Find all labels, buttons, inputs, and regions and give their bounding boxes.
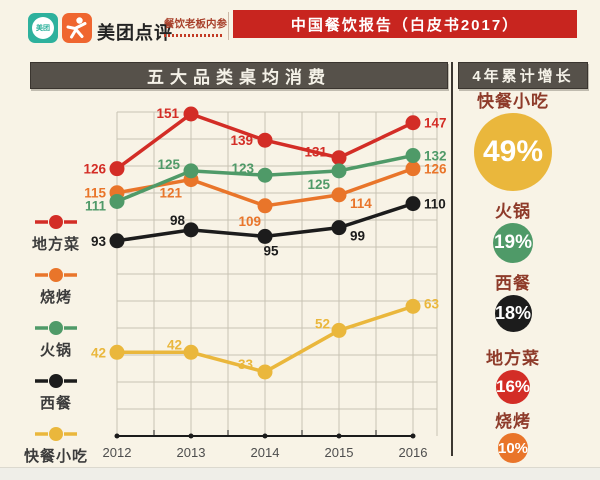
- growth-value: 18%: [494, 303, 532, 323]
- report-banner: 中国餐饮报告（白皮书2017）: [233, 10, 577, 38]
- growth-label: 烧烤: [495, 412, 531, 431]
- growth-label: 地方菜: [486, 349, 540, 368]
- growth-item-difangcai: 地方菜 16%: [452, 349, 574, 404]
- legend-item-shaokao: 烧烤: [10, 266, 102, 307]
- legend-item-kuaican: 快餐小吃: [10, 425, 102, 466]
- growth-value: 49%: [482, 135, 544, 168]
- svg-text:123: 123: [231, 161, 254, 176]
- growth-item-kuaican: 快餐小吃 49%: [452, 92, 574, 191]
- neican-title: 餐饮老板内参: [164, 19, 227, 30]
- growth-item-huoguo: 火锅 19%: [452, 202, 574, 263]
- legend-label: 火锅: [39, 342, 72, 359]
- bottom-strip: [0, 467, 600, 480]
- chart-section-title: 五大品类桌均消费: [30, 62, 448, 89]
- growth-value: 10%: [497, 439, 529, 457]
- growth-value: 19%: [493, 232, 533, 253]
- legend-label: 快餐小吃: [23, 448, 88, 465]
- svg-text:2016: 2016: [399, 445, 428, 460]
- line-marker-icon: [10, 425, 102, 443]
- svg-text:110: 110: [424, 197, 446, 212]
- dianping-logo-icon: [62, 13, 92, 43]
- svg-text:2015: 2015: [325, 445, 354, 460]
- legend-label: 地方菜: [31, 236, 80, 253]
- header-divider: [228, 12, 229, 40]
- growth-circle: 16%: [496, 370, 530, 404]
- svg-text:109: 109: [238, 214, 261, 229]
- svg-text:147: 147: [424, 116, 447, 131]
- growth-item-xican: 西餐 18%: [452, 274, 574, 332]
- legend-item-huoguo: 火锅: [10, 319, 102, 360]
- svg-text:131: 131: [304, 145, 327, 160]
- legend-item-xican: 西餐: [10, 372, 102, 413]
- svg-text:114: 114: [350, 196, 372, 211]
- growth-label: 快餐小吃: [477, 92, 549, 111]
- svg-text:115: 115: [84, 186, 106, 201]
- meituan-logo-icon: 美团: [28, 13, 58, 43]
- svg-text:125: 125: [307, 177, 330, 192]
- svg-text:125: 125: [157, 157, 180, 172]
- svg-text:132: 132: [424, 149, 447, 164]
- legend-label: 西餐: [39, 395, 72, 412]
- growth-circle: 19%: [493, 223, 533, 263]
- meituan-badge-text: 美团: [32, 17, 54, 39]
- svg-text:95: 95: [263, 243, 279, 258]
- growth-section-title: 4年累计增长: [458, 62, 588, 89]
- line-marker-icon: [10, 213, 102, 231]
- growth-label: 西餐: [495, 274, 531, 293]
- growth-circle: 18%: [494, 295, 532, 332]
- svg-text:139: 139: [230, 133, 253, 148]
- growth-item-shaokao: 烧烤 10%: [452, 412, 574, 463]
- svg-text:2012: 2012: [103, 445, 132, 460]
- svg-text:111: 111: [85, 198, 107, 213]
- svg-text:126: 126: [424, 162, 447, 177]
- svg-text:98: 98: [170, 213, 186, 228]
- section-divider: [451, 62, 453, 456]
- svg-text:2014: 2014: [251, 445, 280, 460]
- growth-circle: 49%: [474, 113, 552, 191]
- svg-text:126: 126: [83, 162, 106, 177]
- growth-label: 火锅: [495, 202, 531, 221]
- dianping-figure-icon: [66, 17, 87, 39]
- svg-text:99: 99: [350, 229, 365, 244]
- svg-text:33: 33: [238, 357, 254, 372]
- neican-slogan-microtext: [164, 34, 224, 37]
- neican-logo: 餐饮老板内参: [164, 16, 230, 37]
- svg-text:151: 151: [156, 106, 179, 121]
- legend-item-difangcai: 地方菜: [10, 213, 102, 254]
- svg-text:63: 63: [424, 296, 440, 311]
- line-marker-icon: [10, 266, 102, 284]
- svg-text:42: 42: [167, 337, 182, 352]
- svg-text:121: 121: [159, 186, 182, 201]
- svg-text:2013: 2013: [177, 445, 206, 460]
- svg-text:52: 52: [315, 316, 330, 331]
- legend-label: 烧烤: [39, 289, 72, 306]
- growth-circle: 10%: [498, 433, 528, 463]
- line-marker-icon: [10, 372, 102, 390]
- growth-value: 16%: [495, 377, 531, 396]
- line-marker-icon: [10, 319, 102, 337]
- brand-title: 美团点评: [97, 23, 173, 43]
